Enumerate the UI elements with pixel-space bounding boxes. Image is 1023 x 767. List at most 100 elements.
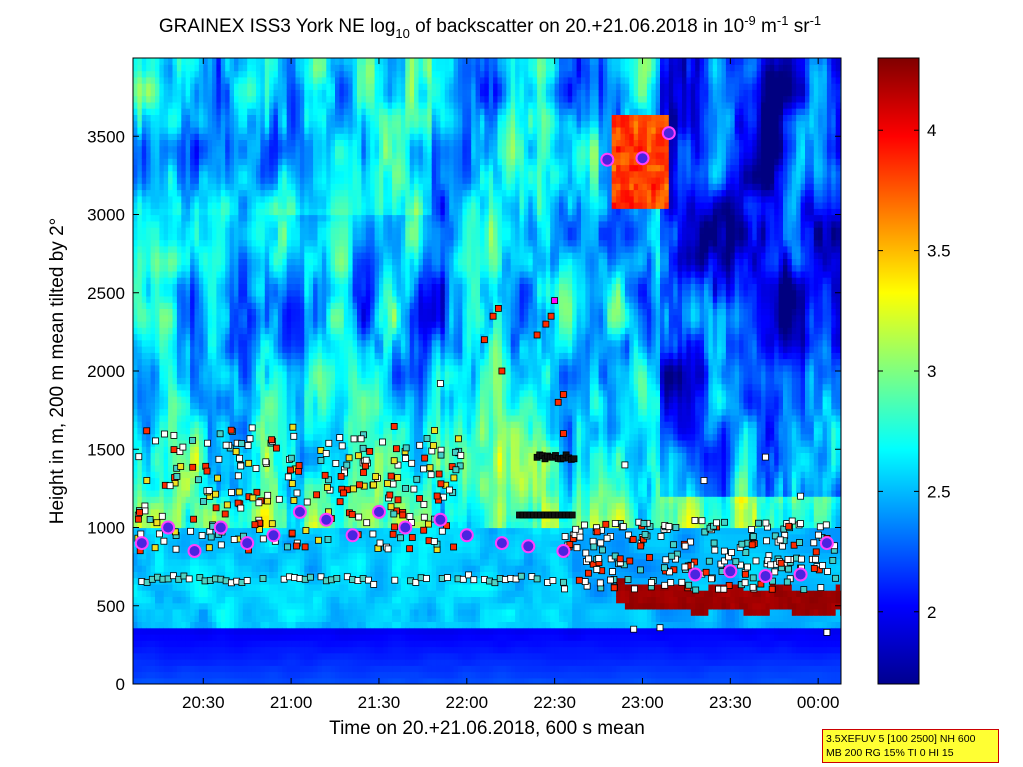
heat-cell bbox=[318, 390, 323, 397]
heat-cell bbox=[309, 308, 314, 315]
heat-cell bbox=[164, 252, 169, 259]
heat-cell bbox=[168, 139, 173, 146]
heat-cell bbox=[300, 121, 305, 128]
heat-cell bbox=[287, 308, 292, 315]
heat-cell bbox=[164, 465, 169, 472]
heat-cell bbox=[151, 615, 156, 622]
heat-cell bbox=[155, 164, 160, 171]
heat-cell bbox=[199, 83, 204, 90]
heat-cell bbox=[278, 659, 283, 666]
heat-cell bbox=[278, 246, 283, 253]
heat-cell bbox=[164, 265, 169, 272]
heat-cell bbox=[282, 146, 287, 153]
heat-cell bbox=[159, 615, 164, 622]
heat-cell bbox=[335, 290, 340, 297]
heat-cell bbox=[300, 233, 305, 240]
heat-cell bbox=[216, 202, 221, 209]
heat-cell bbox=[208, 415, 213, 422]
heat-cell bbox=[225, 352, 230, 359]
heat-cell bbox=[146, 202, 151, 209]
heat-cell bbox=[212, 302, 217, 309]
heat-cell bbox=[238, 183, 243, 190]
heat-cell bbox=[137, 146, 142, 153]
heat-cell bbox=[195, 603, 200, 610]
heat-cell bbox=[331, 265, 336, 272]
heat-cell bbox=[203, 321, 208, 328]
heat-cell bbox=[238, 158, 243, 165]
heat-cell bbox=[181, 77, 186, 84]
heat-cell bbox=[199, 615, 204, 622]
heat-cell bbox=[230, 152, 235, 159]
heat-cell bbox=[199, 515, 204, 522]
heat-cell bbox=[203, 352, 208, 359]
heat-cell bbox=[151, 509, 156, 516]
heat-cell bbox=[326, 421, 331, 428]
heat-cell bbox=[296, 77, 301, 84]
heat-cell bbox=[146, 384, 151, 391]
heat-cell bbox=[291, 565, 296, 572]
heat-cell bbox=[300, 415, 305, 422]
heat-cell bbox=[335, 409, 340, 416]
heat-cell bbox=[318, 615, 323, 622]
heat-cell bbox=[269, 96, 274, 103]
heat-cell bbox=[133, 296, 138, 303]
heat-cell bbox=[318, 152, 323, 159]
heat-cell bbox=[195, 265, 200, 272]
heat-cell bbox=[331, 177, 336, 184]
heat-cell bbox=[313, 471, 318, 478]
heat-cell bbox=[238, 359, 243, 366]
heat-cell bbox=[339, 565, 344, 572]
heat-cell bbox=[190, 177, 195, 184]
heat-cell bbox=[151, 346, 156, 353]
heat-cell bbox=[186, 121, 191, 128]
heat-cell bbox=[137, 240, 142, 247]
heat-cell bbox=[313, 83, 318, 90]
heat-cell bbox=[322, 183, 327, 190]
heat-cell bbox=[313, 653, 318, 660]
heat-cell bbox=[243, 571, 248, 578]
heat-cell bbox=[300, 615, 305, 622]
heat-cell bbox=[142, 277, 147, 284]
heat-cell bbox=[230, 221, 235, 228]
heat-cell bbox=[216, 672, 221, 679]
heat-cell bbox=[181, 477, 186, 484]
heat-cell bbox=[274, 559, 279, 566]
heat-cell bbox=[348, 521, 353, 528]
heat-cell bbox=[256, 208, 261, 215]
heat-cell bbox=[339, 271, 344, 278]
heat-cell bbox=[195, 377, 200, 384]
heat-cell bbox=[190, 146, 195, 153]
heat-cell bbox=[159, 596, 164, 603]
heat-cell bbox=[208, 202, 213, 209]
heat-cell bbox=[322, 340, 327, 347]
heat-cell bbox=[208, 171, 213, 178]
heat-cell bbox=[151, 371, 156, 378]
heat-cell bbox=[155, 202, 160, 209]
heat-cell bbox=[199, 164, 204, 171]
heat-cell bbox=[177, 615, 182, 622]
heat-cell bbox=[168, 296, 173, 303]
heat-cell bbox=[142, 496, 147, 503]
heat-cell bbox=[155, 452, 160, 459]
heat-cell bbox=[313, 672, 318, 679]
heat-cell bbox=[274, 659, 279, 666]
heat-cell bbox=[309, 96, 314, 103]
heat-cell bbox=[313, 521, 318, 528]
heat-cell bbox=[278, 164, 283, 171]
heat-cell bbox=[274, 58, 279, 65]
heat-cell bbox=[238, 121, 243, 128]
heat-cell bbox=[256, 584, 261, 591]
heat-cell bbox=[137, 571, 142, 578]
heat-cell bbox=[159, 333, 164, 340]
heat-cell bbox=[331, 114, 336, 121]
heat-cell bbox=[256, 114, 261, 121]
heat-cell bbox=[300, 327, 305, 334]
heat-cell bbox=[309, 384, 314, 391]
heat-cell bbox=[247, 202, 252, 209]
heat-cell bbox=[225, 321, 230, 328]
heat-cell bbox=[265, 321, 270, 328]
heat-cell bbox=[151, 127, 156, 134]
heat-cell bbox=[225, 534, 230, 541]
heat-cell bbox=[234, 659, 239, 666]
heat-cell bbox=[177, 434, 182, 441]
